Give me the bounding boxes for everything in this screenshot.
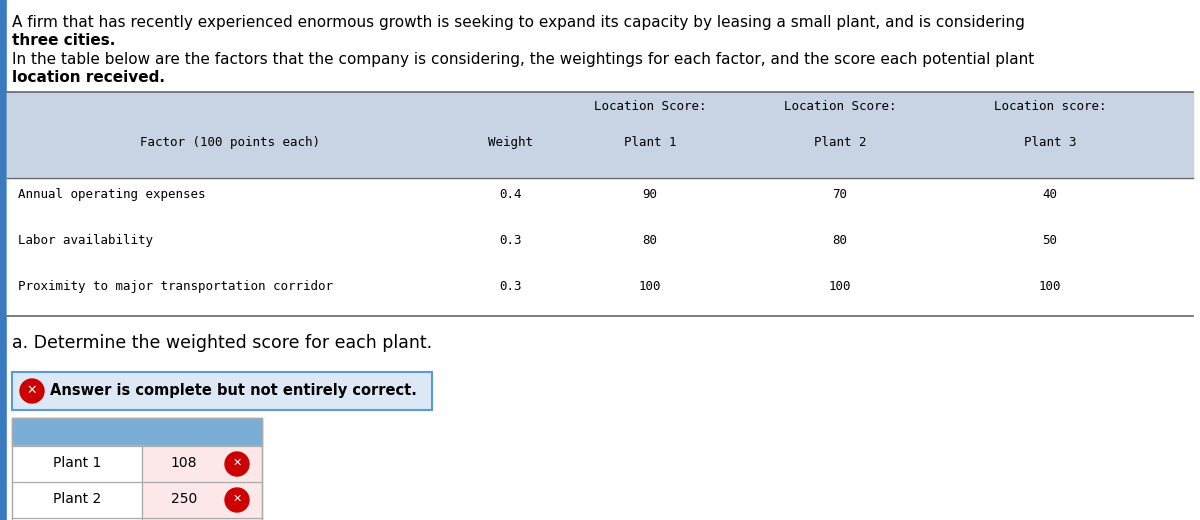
Text: ✕: ✕ bbox=[233, 494, 241, 504]
Bar bbox=[0, 0, 7, 520]
Text: 70: 70 bbox=[833, 188, 847, 201]
Text: Factor (100 points each): Factor (100 points each) bbox=[140, 136, 320, 149]
Bar bbox=[142, 518, 262, 520]
Text: 100: 100 bbox=[829, 280, 851, 293]
Text: 40: 40 bbox=[1043, 188, 1057, 201]
Bar bbox=[142, 518, 262, 520]
Bar bbox=[12, 482, 142, 518]
Bar bbox=[12, 446, 142, 482]
Bar bbox=[12, 372, 432, 410]
Text: A firm that has recently experienced enormous growth is seeking to expand its ca: A firm that has recently experienced eno… bbox=[12, 15, 1025, 30]
Bar bbox=[7, 224, 1193, 270]
Text: 108: 108 bbox=[170, 456, 197, 470]
Bar bbox=[12, 518, 142, 520]
Bar bbox=[12, 418, 262, 446]
Bar bbox=[142, 482, 262, 518]
Text: Location score:: Location score: bbox=[994, 100, 1106, 113]
Text: 80: 80 bbox=[833, 234, 847, 247]
Text: Labor availability: Labor availability bbox=[18, 234, 154, 247]
Text: ✕: ✕ bbox=[233, 458, 241, 468]
Bar bbox=[12, 418, 262, 446]
Circle shape bbox=[226, 488, 250, 512]
Text: Location Score:: Location Score: bbox=[594, 100, 707, 113]
Text: 50: 50 bbox=[1043, 234, 1057, 247]
Bar bbox=[142, 446, 262, 482]
Circle shape bbox=[20, 379, 44, 403]
Text: Proximity to major transportation corridor: Proximity to major transportation corrid… bbox=[18, 280, 334, 293]
Text: 0.3: 0.3 bbox=[499, 280, 521, 293]
Text: Weight: Weight bbox=[487, 136, 533, 149]
Text: a. Determine the weighted score for each plant.: a. Determine the weighted score for each… bbox=[12, 334, 432, 352]
Text: 90: 90 bbox=[642, 188, 658, 201]
Bar bbox=[12, 372, 432, 410]
Text: Plant 1: Plant 1 bbox=[624, 136, 677, 149]
Bar bbox=[7, 178, 1193, 224]
Text: 80: 80 bbox=[642, 234, 658, 247]
Bar bbox=[7, 270, 1193, 316]
Bar bbox=[12, 518, 142, 520]
Text: In the table below are the factors that the company is considering, the weightin: In the table below are the factors that … bbox=[12, 52, 1034, 67]
Text: 100: 100 bbox=[1039, 280, 1061, 293]
Text: location received.: location received. bbox=[12, 70, 166, 85]
Text: three cities.: three cities. bbox=[12, 33, 115, 48]
Bar bbox=[7, 92, 1193, 178]
Bar bbox=[142, 446, 262, 482]
Text: Plant 2: Plant 2 bbox=[53, 492, 101, 506]
Text: 250: 250 bbox=[170, 492, 197, 506]
Bar bbox=[12, 418, 262, 520]
Text: Annual operating expenses: Annual operating expenses bbox=[18, 188, 205, 201]
Text: Plant 1: Plant 1 bbox=[53, 456, 101, 470]
Bar bbox=[142, 482, 262, 518]
Text: Plant 2: Plant 2 bbox=[814, 136, 866, 149]
Bar bbox=[12, 446, 142, 482]
Text: Location Score:: Location Score: bbox=[784, 100, 896, 113]
Text: ✕: ✕ bbox=[26, 384, 37, 396]
Text: 100: 100 bbox=[638, 280, 661, 293]
Text: Answer is complete but not entirely correct.: Answer is complete but not entirely corr… bbox=[50, 383, 416, 397]
Text: Plant 3: Plant 3 bbox=[1024, 136, 1076, 149]
Text: 0.4: 0.4 bbox=[499, 188, 521, 201]
Circle shape bbox=[226, 452, 250, 476]
Bar bbox=[12, 482, 142, 518]
Text: 0.3: 0.3 bbox=[499, 234, 521, 247]
